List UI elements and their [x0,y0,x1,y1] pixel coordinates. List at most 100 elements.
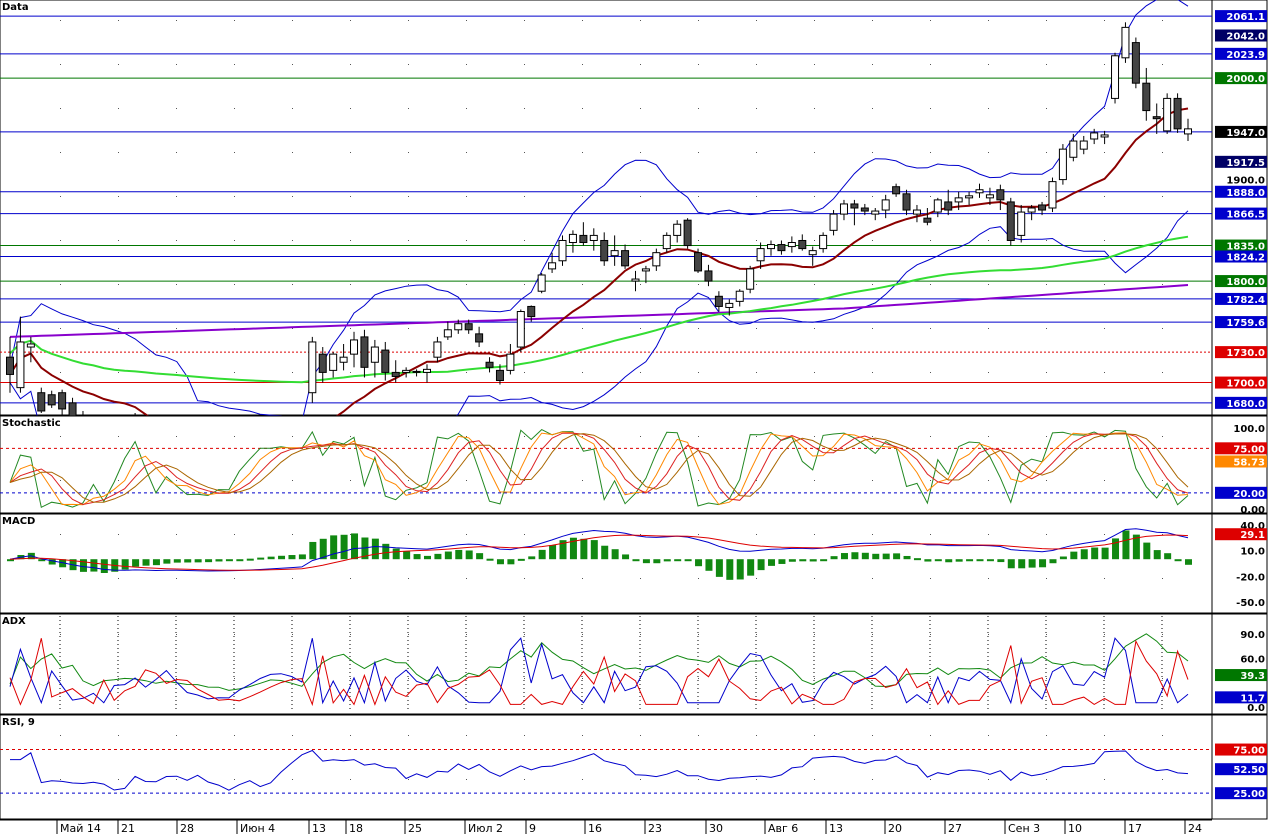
grid-dot [350,436,351,437]
price-badge-label: 1866.5 [1226,210,1265,221]
candle [714,295,723,307]
candle [350,339,359,355]
grid-dot [872,372,873,373]
grid-dot [350,480,351,481]
date-label: 25 [408,822,422,834]
grid-dot [582,534,583,535]
price-badge-label: 75.00 [1233,444,1265,455]
macd-histogram-bar [142,559,150,566]
candle [579,234,588,244]
grid-dot [582,779,583,780]
date-label: 23 [648,822,662,834]
panel-adx: ADX 90.0 60.0 0.0 39.3 11.7 [0,613,1268,715]
candle [1090,132,1099,140]
candle [16,341,25,389]
grid-dot [1162,634,1163,635]
grid-dot [698,152,699,153]
grid-dot [292,108,293,109]
grid-dot [466,196,467,197]
candle [850,203,859,209]
grid-dot [350,64,351,65]
grid-dot [176,735,177,736]
macd-histogram-bar [517,558,525,561]
grid-dot [1162,779,1163,780]
grid-dot [1104,372,1105,373]
grid-dot [930,436,931,437]
price-badge [1215,29,1267,42]
grid-dot [872,480,873,481]
grid-dot [466,284,467,285]
grid-dot [408,578,409,579]
macd-histogram-bar [840,553,848,560]
macd-histogram-bar [163,559,171,564]
grid-dot [234,578,235,579]
macd-histogram-bar [757,559,765,571]
grid-dot [930,735,931,736]
candle [443,329,452,338]
date-label: 13 [829,822,843,834]
candle [1121,26,1130,59]
candle [683,219,692,247]
grid-dot [640,328,641,329]
macd-histogram-bar [330,535,338,560]
grid-dot [698,578,699,579]
grid-dot [756,64,757,65]
date-label: 20 [888,822,902,834]
grid-dot [930,480,931,481]
grid-dot [118,678,119,679]
grid-dot [466,779,467,780]
candle [568,233,577,244]
grid-dot [756,634,757,635]
grid-dot [872,578,873,579]
grid-dot [60,108,61,109]
date-label: 24 [1188,822,1202,834]
macd-histogram-bar [1122,530,1130,560]
grid-dot [930,20,931,21]
grid-dot [1162,20,1163,21]
grid-dot [872,108,873,109]
macd-histogram-bar [924,559,932,562]
grid-dot [640,284,641,285]
candle [422,368,431,373]
macd-histogram-bar [820,559,828,562]
macd-histogram-bar [684,559,692,562]
grid-dot [1162,735,1163,736]
grid-dot [756,20,757,21]
grid-dot [640,534,641,535]
grid-dot [234,64,235,65]
macd-histogram-bar [945,559,953,563]
grid-dot [350,634,351,635]
macd-histogram-bar [184,559,192,563]
macd-histogram-bar [934,559,942,562]
grid-dot [872,284,873,285]
macd-histogram-bar [851,552,859,560]
grid-dot [698,480,699,481]
panel-frame [0,513,1268,614]
grid-dot [1046,328,1047,329]
macd-histogram-bar [1153,550,1161,560]
price-badge [1215,155,1267,168]
grid-dot [872,196,873,197]
candle [26,343,35,348]
macd-histogram-bar [1070,551,1078,560]
grid-dot [466,20,467,21]
grid-dot [234,634,235,635]
grid-dot [582,328,583,329]
grid-dot [408,328,409,329]
grid-dot [1104,284,1105,285]
grid-dot [698,436,699,437]
price-badge-label: 20.00 [1233,489,1265,500]
grid-dot [582,108,583,109]
grid-dot [988,64,989,65]
grid-dot [988,152,989,153]
candle [1111,55,1120,99]
grid-dot [60,634,61,635]
price-badge-label: 2061.1 [1226,12,1265,23]
candle [1006,201,1015,241]
grid-dot [234,779,235,780]
grid-dot [814,678,815,679]
grid-dot [756,578,757,579]
grid-dot [988,108,989,109]
